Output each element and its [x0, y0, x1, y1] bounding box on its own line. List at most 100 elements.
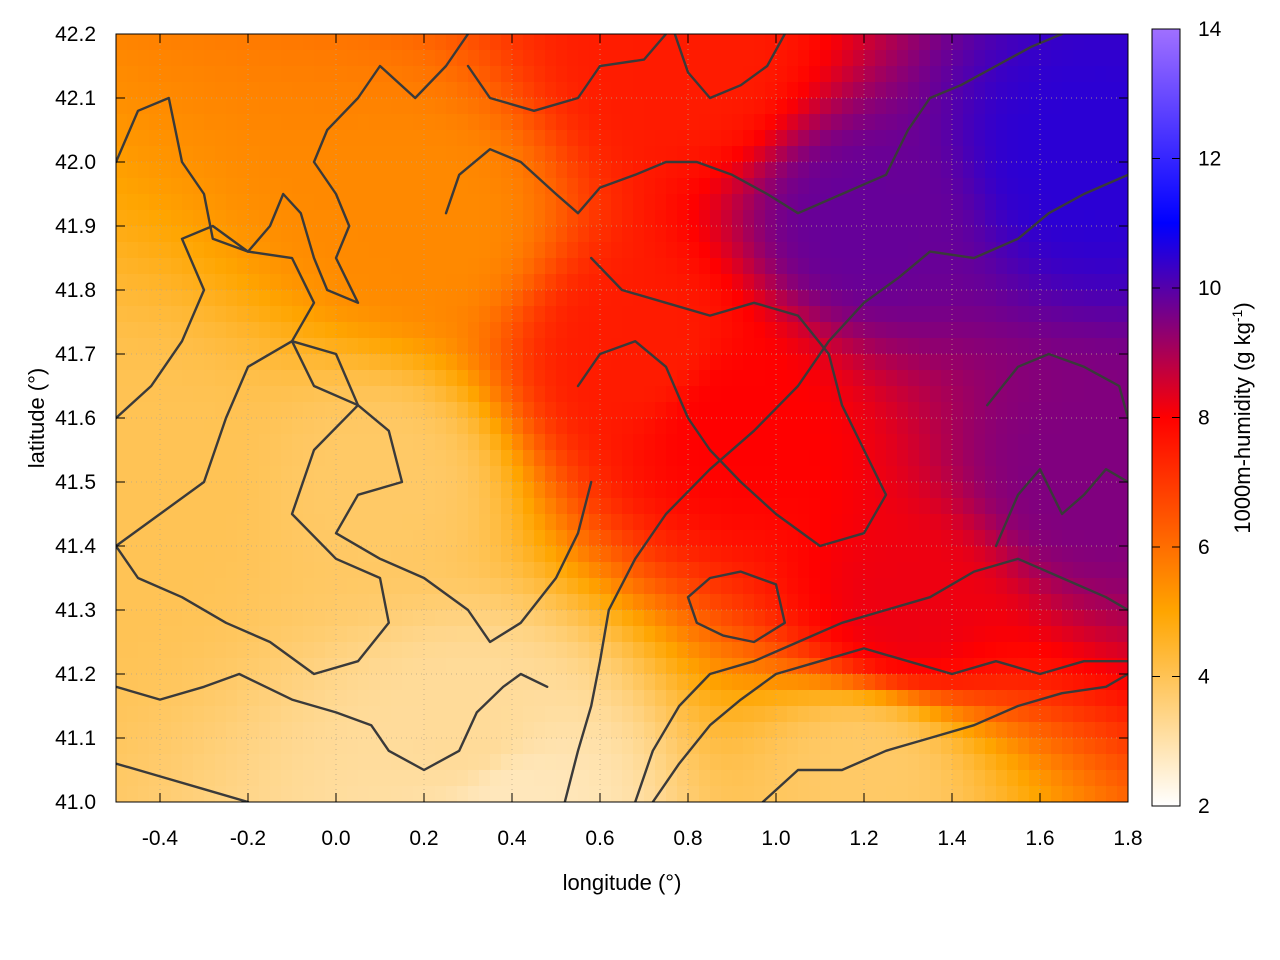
heatmap-cell [721, 370, 733, 387]
heatmap-cell [325, 626, 337, 643]
heatmap-cell [633, 34, 645, 51]
heatmap-cell [237, 162, 249, 179]
heatmap-cell [292, 114, 304, 131]
heatmap-cell [732, 754, 744, 771]
heatmap-cell [259, 66, 271, 83]
heatmap-cell [402, 578, 414, 595]
heatmap-cell [666, 274, 678, 291]
heatmap-cell [798, 210, 810, 227]
heatmap-cell [347, 514, 359, 531]
heatmap-cell [622, 786, 634, 802]
heatmap-cell [787, 258, 799, 275]
heatmap-cell [820, 482, 832, 499]
heatmap-cell [138, 610, 150, 627]
heatmap-cell [611, 290, 623, 307]
heatmap-cell [160, 482, 172, 499]
heatmap-cell [1084, 258, 1096, 275]
heatmap-cell [776, 738, 788, 755]
heatmap-cell [270, 562, 282, 579]
heatmap-cell [281, 594, 293, 611]
heatmap-cell [138, 626, 150, 643]
heatmap-cell [446, 498, 458, 515]
heatmap-cell [149, 754, 161, 771]
heatmap-cell [358, 386, 370, 403]
heatmap-cell [325, 642, 337, 659]
heatmap-cell [490, 546, 502, 563]
heatmap-cell [391, 290, 403, 307]
heatmap-cell [677, 130, 689, 147]
x-tick-label: 0.0 [321, 827, 350, 850]
heatmap-cell [160, 210, 172, 227]
heatmap-cell [413, 738, 425, 755]
heatmap-cell [666, 210, 678, 227]
heatmap-cell [556, 162, 568, 179]
heatmap-cell [688, 594, 700, 611]
heatmap-cell [545, 66, 557, 83]
heatmap-cell [677, 610, 689, 627]
heatmap-cell [930, 402, 942, 419]
heatmap-cell [677, 418, 689, 435]
heatmap-cell [1106, 450, 1118, 467]
heatmap-cell [765, 258, 777, 275]
heatmap-cell [501, 130, 513, 147]
heatmap-cell [138, 274, 150, 291]
heatmap-cell [666, 226, 678, 243]
heatmap-cell [204, 34, 216, 51]
heatmap-cell [182, 482, 194, 499]
heatmap-cell [1084, 434, 1096, 451]
heatmap-cell [292, 162, 304, 179]
heatmap-cell [787, 418, 799, 435]
heatmap-cell [897, 338, 909, 355]
heatmap-cell [820, 210, 832, 227]
heatmap-cell [1095, 274, 1107, 291]
heatmap-cell [963, 770, 975, 787]
heatmap-cell [633, 50, 645, 67]
heatmap-cell [1051, 370, 1063, 387]
heatmap-cell [974, 418, 986, 435]
heatmap-cell [820, 50, 832, 67]
heatmap-cell [853, 466, 865, 483]
heatmap-cell [226, 306, 238, 323]
heatmap-cell [1095, 610, 1107, 627]
heatmap-cell [182, 562, 194, 579]
heatmap-cell [204, 242, 216, 259]
heatmap-cell [391, 562, 403, 579]
heatmap-cell [963, 290, 975, 307]
heatmap-cell [226, 354, 238, 371]
heatmap-cell [578, 258, 590, 275]
heatmap-cell [743, 498, 755, 515]
heatmap-cell [523, 194, 535, 211]
heatmap-cell [952, 338, 964, 355]
heatmap-cell [633, 482, 645, 499]
heatmap-cell [314, 738, 326, 755]
heatmap-cell [523, 594, 535, 611]
heatmap-cell [116, 290, 128, 307]
heatmap-cell [149, 226, 161, 243]
heatmap-cell [611, 322, 623, 339]
heatmap-cell [809, 162, 821, 179]
heatmap-cell [985, 50, 997, 67]
heatmap-cell [259, 370, 271, 387]
heatmap-cell [996, 50, 1008, 67]
heatmap-cell [941, 754, 953, 771]
heatmap-cell [985, 386, 997, 403]
heatmap-cell [215, 722, 227, 739]
heatmap-cell [699, 290, 711, 307]
heatmap-cell [336, 434, 348, 451]
heatmap-cell [325, 786, 337, 802]
heatmap-cell [996, 450, 1008, 467]
heatmap-cell [534, 498, 546, 515]
heatmap-cell [941, 466, 953, 483]
heatmap-cell [776, 338, 788, 355]
heatmap-cell [237, 130, 249, 147]
heatmap-cell [435, 162, 447, 179]
heatmap-cell [1117, 354, 1128, 371]
heatmap-cell [996, 594, 1008, 611]
heatmap-cell [787, 530, 799, 547]
heatmap-cell [358, 34, 370, 51]
heatmap-cell [1084, 290, 1096, 307]
heatmap-cell [446, 226, 458, 243]
heatmap-cell [699, 34, 711, 51]
heatmap-cell [864, 546, 876, 563]
heatmap-cell [831, 322, 843, 339]
